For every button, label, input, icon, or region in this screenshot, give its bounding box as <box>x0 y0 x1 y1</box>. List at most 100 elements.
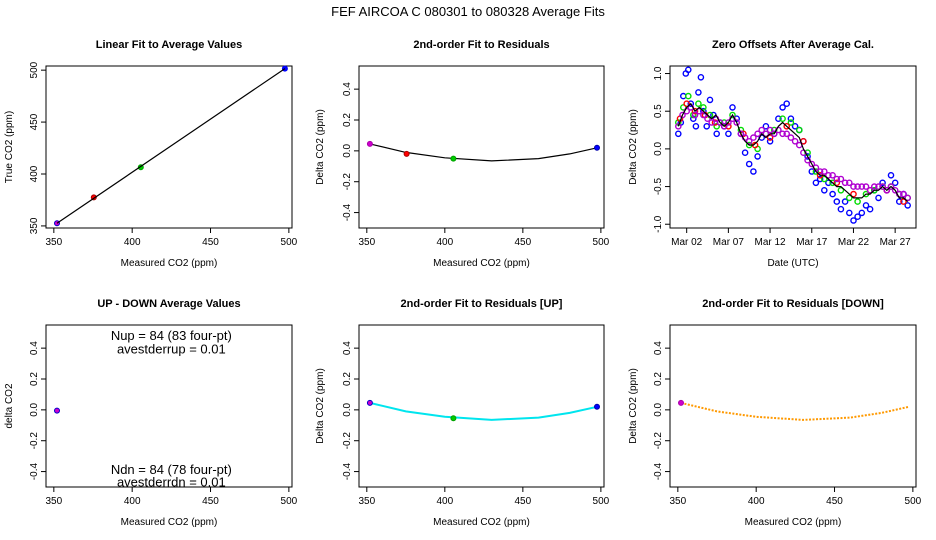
data-point <box>891 186 899 194</box>
data-point <box>594 403 600 410</box>
x-tick-label: Mar 07 <box>713 237 745 248</box>
plot-frame <box>669 324 917 488</box>
y-tick-label: 350 <box>29 217 40 234</box>
x-tick-label: 350 <box>45 237 62 248</box>
data-point <box>837 175 845 183</box>
data-point <box>858 209 866 217</box>
chart-panel-4: UP - DOWN Average Values 350 400 450 500 -0.4… <box>4 298 298 528</box>
data-point <box>904 202 912 209</box>
data-point <box>450 415 457 422</box>
data-point <box>766 134 774 141</box>
figure-title: FEF AIRCOA C 080301 to 080328 Average Fi… <box>331 4 605 19</box>
data-point <box>366 399 373 406</box>
x-axis-label: Measured CO2 (ppm) <box>745 517 842 528</box>
x-tick-label: 350 <box>358 496 375 507</box>
y-axis-label: Delta CO2 (ppm) <box>315 109 326 185</box>
data-point <box>816 168 824 175</box>
y-tick-label: 0.4 <box>29 341 40 355</box>
y-tick-label: 0.4 <box>653 341 664 355</box>
y-axis-label: Delta CO2 (ppm) <box>628 109 639 185</box>
annotation-text: Nup = 84 (83 four-pt) <box>111 328 232 343</box>
data-point <box>879 179 886 187</box>
data-point <box>846 194 853 202</box>
data-point <box>725 123 732 130</box>
y-tick-label: 0.4 <box>342 82 353 96</box>
plot-frame <box>45 65 293 229</box>
plot-frame <box>358 65 605 229</box>
x-tick-label: 450 <box>515 496 532 507</box>
data-point <box>758 126 766 134</box>
x-tick-label: 450 <box>515 237 532 248</box>
data-point <box>812 179 820 187</box>
data-point <box>766 137 774 145</box>
data-point <box>846 179 853 187</box>
panel-title: UP - DOWN Average Values <box>97 298 240 310</box>
y-axis-label: Delta CO2 (ppm) <box>315 368 326 444</box>
y-tick-label: -0.2 <box>342 432 353 450</box>
data-point <box>750 134 757 141</box>
data-point <box>887 183 895 190</box>
y-tick-label: 1.0 <box>653 66 664 80</box>
data-point <box>900 190 907 198</box>
data-point <box>750 168 757 175</box>
data-point <box>706 96 714 104</box>
data-point <box>745 160 753 168</box>
data-point <box>841 198 849 205</box>
y-axis-label: True CO2 (ppm) <box>4 111 15 183</box>
data-point <box>879 183 886 190</box>
chart-panel-1: Linear Fit to Average Values 350 400 450 500… <box>4 39 298 269</box>
data-point <box>871 183 878 190</box>
data-point <box>862 202 870 209</box>
data-point <box>779 130 786 138</box>
y-tick-label: -1.0 <box>653 215 664 233</box>
x-tick-label: 350 <box>358 237 375 248</box>
x-axis-label: Measured CO2 (ppm) <box>121 258 218 269</box>
series-line <box>680 401 910 421</box>
data-point <box>791 123 799 130</box>
data-point <box>450 155 457 162</box>
data-point <box>821 168 828 175</box>
x-tick-label: 350 <box>45 496 62 507</box>
data-point <box>816 175 824 183</box>
x-tick-label: 400 <box>124 496 141 507</box>
data-point <box>678 399 684 406</box>
data-point <box>829 179 836 187</box>
data-point <box>787 115 795 122</box>
data-point <box>808 168 816 175</box>
data-point <box>687 100 695 107</box>
data-point <box>697 74 705 81</box>
data-point <box>791 137 799 145</box>
panel-title: Zero Offsets After Average Cal. <box>712 39 874 51</box>
data-point <box>725 130 732 138</box>
y-tick-label: 0.0 <box>342 402 353 416</box>
data-point <box>775 115 782 122</box>
data-point <box>675 123 682 130</box>
panel-title: 2nd-order Fit to Residuals [UP] <box>401 298 563 310</box>
data-point <box>846 209 853 217</box>
data-point <box>725 119 732 126</box>
y-tick-label: -0.4 <box>653 463 664 481</box>
panel-title: 2nd-order Fit to Residuals [DOWN] <box>702 298 884 310</box>
x-tick-label: 500 <box>281 237 298 248</box>
y-tick-label: 500 <box>29 61 40 78</box>
data-point <box>762 123 770 130</box>
y-tick-label: -0.4 <box>29 463 40 481</box>
chart-panel-5: 2nd-order Fit to Residuals [UP] 350 400 450… <box>315 298 610 528</box>
chart-panel-3: Zero Offsets After Average Cal. Mar 02 Mar… <box>628 39 917 269</box>
y-tick-label: -0.4 <box>342 204 353 222</box>
x-tick-label: 400 <box>124 237 141 248</box>
data-point <box>754 130 761 138</box>
data-point <box>685 92 692 100</box>
data-point <box>825 171 832 179</box>
data-point <box>754 153 761 160</box>
y-tick-label: 450 <box>29 113 40 130</box>
data-point <box>675 130 682 138</box>
data-point <box>850 183 857 190</box>
data-point <box>837 205 845 213</box>
data-point <box>833 198 841 205</box>
y-tick-label: 0.0 <box>653 141 664 155</box>
x-axis-label: Measured CO2 (ppm) <box>433 258 530 269</box>
data-point <box>703 123 711 130</box>
x-tick-label: Mar 12 <box>755 237 787 248</box>
